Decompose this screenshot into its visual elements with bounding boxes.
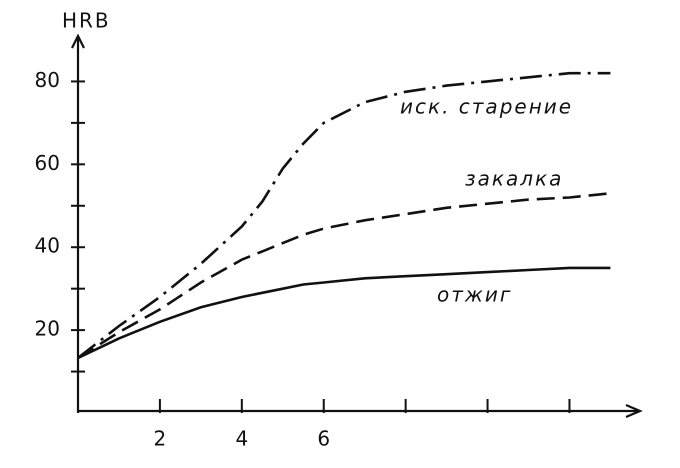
y-tick-label: 20 <box>35 317 60 341</box>
x-tick-label: 6 <box>317 427 330 451</box>
x-tick-label: 4 <box>235 427 248 451</box>
x-tick-label: 2 <box>154 427 167 451</box>
y-arrow <box>71 33 85 49</box>
series-label: иск. старение <box>400 95 573 119</box>
series-label: отжиг <box>437 283 512 307</box>
y-tick-label: 40 <box>35 234 60 258</box>
y-tick-label: 80 <box>35 68 60 92</box>
y-tick-label: 60 <box>35 151 60 175</box>
series-line <box>77 71 611 359</box>
x-arrow <box>625 403 643 419</box>
series-line <box>77 192 611 360</box>
series-label: закалка <box>465 167 563 191</box>
series-line <box>77 266 611 360</box>
y-axis-label: HRB <box>62 9 111 33</box>
